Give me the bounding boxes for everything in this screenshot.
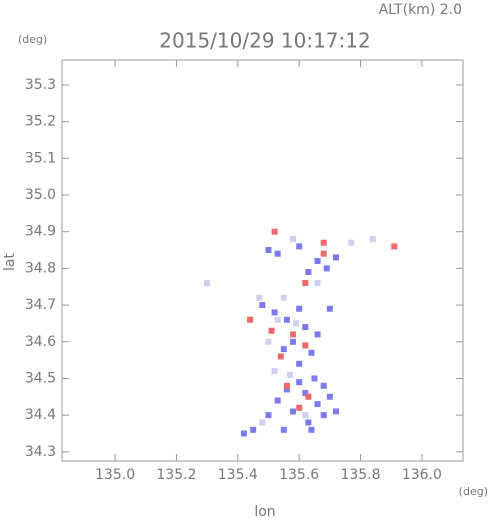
echo-point [320, 412, 327, 419]
echo-point [280, 346, 287, 353]
y-tick-label: 34.4 [25, 407, 56, 423]
echo-point [332, 408, 339, 415]
echo-point [296, 404, 303, 411]
echo-point [391, 243, 398, 250]
echo-point [293, 320, 300, 327]
x-tick-label: 135.2 [156, 467, 196, 483]
echo-point [311, 375, 318, 382]
echo-point [265, 247, 272, 254]
y-tick-label: 34.7 [25, 297, 56, 313]
echo-point [305, 269, 312, 276]
echo-point [314, 258, 321, 265]
echo-point [290, 338, 297, 345]
echo-point [283, 382, 290, 389]
plot-frame [61, 59, 464, 462]
echo-point [302, 390, 309, 397]
echo-point [283, 316, 290, 323]
y-unit: (deg) [18, 33, 47, 46]
echo-point [314, 280, 321, 287]
echo-point [308, 426, 315, 433]
echo-point [271, 368, 278, 375]
echo-point [326, 393, 333, 400]
echo-point [250, 426, 257, 433]
echo-point [332, 254, 339, 261]
x-unit: (deg) [459, 485, 488, 498]
echo-point [274, 250, 281, 257]
x-tick-label: 135.8 [340, 467, 380, 483]
x-tick-label: 135.0 [95, 467, 135, 483]
y-tick-label: 34.9 [25, 224, 56, 240]
echo-point [302, 412, 309, 419]
x-tick-label: 136.0 [402, 467, 442, 483]
altitude-label: ALT(km) 2.0 [379, 2, 462, 18]
y-tick-label: 34.8 [25, 260, 56, 276]
y-tick-label: 35.3 [25, 77, 56, 93]
echo-point [274, 397, 281, 404]
echo-point [290, 236, 297, 243]
echo-point [256, 294, 263, 301]
echo-point [305, 419, 312, 426]
echo-point [280, 426, 287, 433]
echo-point [296, 379, 303, 386]
echo-point [283, 386, 290, 393]
chart-title: 2015/10/29 10:17:12 [159, 29, 370, 53]
y-tick-label: 34.6 [25, 334, 56, 350]
echo-point [286, 371, 293, 378]
y-axis-label: lat [2, 253, 18, 271]
echo-point [314, 331, 321, 338]
y-tick-label: 35.0 [25, 187, 56, 203]
echo-point [247, 316, 254, 323]
echo-point [240, 430, 247, 437]
echo-point [265, 338, 272, 345]
x-axis-label: lon [254, 504, 275, 520]
echo-point [259, 419, 266, 426]
echo-point [290, 331, 297, 338]
y-tick-label: 35.2 [25, 114, 56, 130]
echo-point [305, 393, 312, 400]
echo-point [320, 250, 327, 257]
echo-point [308, 349, 315, 356]
echo-point [320, 239, 327, 246]
echo-point [268, 327, 275, 334]
echo-point [271, 309, 278, 316]
y-tick-label: 35.1 [25, 150, 56, 166]
x-tick-label: 135.6 [279, 467, 319, 483]
echo-point [302, 324, 309, 331]
echo-point [277, 353, 284, 360]
echo-point [259, 302, 266, 309]
echo-point [296, 305, 303, 312]
echo-point [280, 294, 287, 301]
echo-point [296, 243, 303, 250]
echo-point [290, 408, 297, 415]
echo-point [323, 265, 330, 272]
echo-point [302, 280, 309, 287]
echo-point [302, 342, 309, 349]
echo-point [314, 401, 321, 408]
y-tick-label: 34.3 [25, 444, 56, 460]
echo-point [296, 360, 303, 367]
y-tick-label: 34.5 [25, 370, 56, 386]
x-tick-label: 135.4 [218, 467, 258, 483]
echo-point [265, 412, 272, 419]
echo-point [271, 228, 278, 235]
echo-point [326, 305, 333, 312]
echo-point [320, 382, 327, 389]
echo-point [274, 316, 281, 323]
echo-point [204, 280, 211, 287]
echo-point [348, 239, 355, 246]
echo-point [369, 236, 376, 243]
